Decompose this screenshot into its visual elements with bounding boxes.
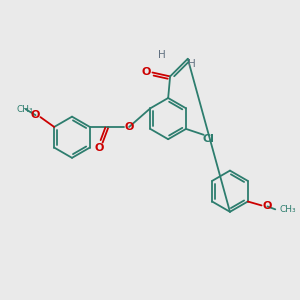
- Text: O: O: [263, 201, 272, 212]
- Text: H: H: [158, 50, 166, 60]
- Text: O: O: [124, 122, 134, 132]
- Text: CH₃: CH₃: [16, 105, 33, 114]
- Text: CH₃: CH₃: [279, 205, 296, 214]
- Text: O: O: [31, 110, 40, 120]
- Text: H: H: [188, 59, 196, 69]
- Text: O: O: [95, 142, 104, 152]
- Text: O: O: [142, 67, 151, 76]
- Text: Cl: Cl: [202, 134, 214, 144]
